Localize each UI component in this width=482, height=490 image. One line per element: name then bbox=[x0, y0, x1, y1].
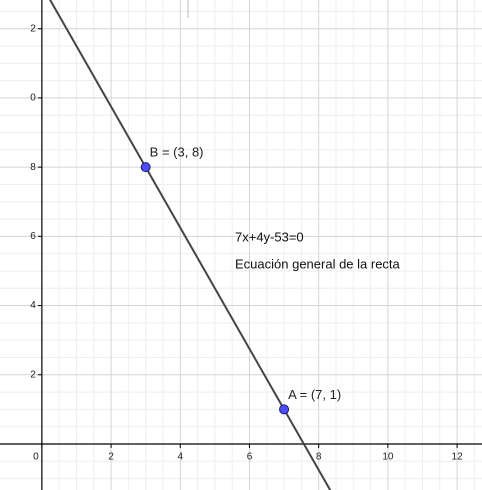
y-tick-label: 0 bbox=[30, 93, 36, 104]
x-tick-label: 0 bbox=[33, 452, 39, 463]
x-tick-label: 12 bbox=[452, 452, 464, 463]
point-label: B = (3, 8) bbox=[150, 145, 204, 160]
x-tick-label: 4 bbox=[177, 452, 183, 463]
x-tick-label: 10 bbox=[382, 452, 394, 463]
equation: 7x+4y-53=0 bbox=[235, 229, 304, 244]
y-tick-label: 4 bbox=[30, 300, 36, 311]
point-label: A = (7, 1) bbox=[288, 387, 341, 402]
y-tick-label: 2 bbox=[30, 369, 36, 380]
x-tick-label: 6 bbox=[247, 452, 253, 463]
y-tick-label: 6 bbox=[30, 231, 36, 242]
x-tick-label: 8 bbox=[316, 452, 322, 463]
description: Ecuación general de la recta bbox=[235, 256, 401, 271]
y-tick-label: 2 bbox=[30, 23, 36, 34]
point bbox=[279, 404, 290, 415]
point bbox=[140, 162, 151, 173]
y-tick-label: 8 bbox=[30, 162, 36, 173]
x-tick-label: 2 bbox=[108, 452, 114, 463]
